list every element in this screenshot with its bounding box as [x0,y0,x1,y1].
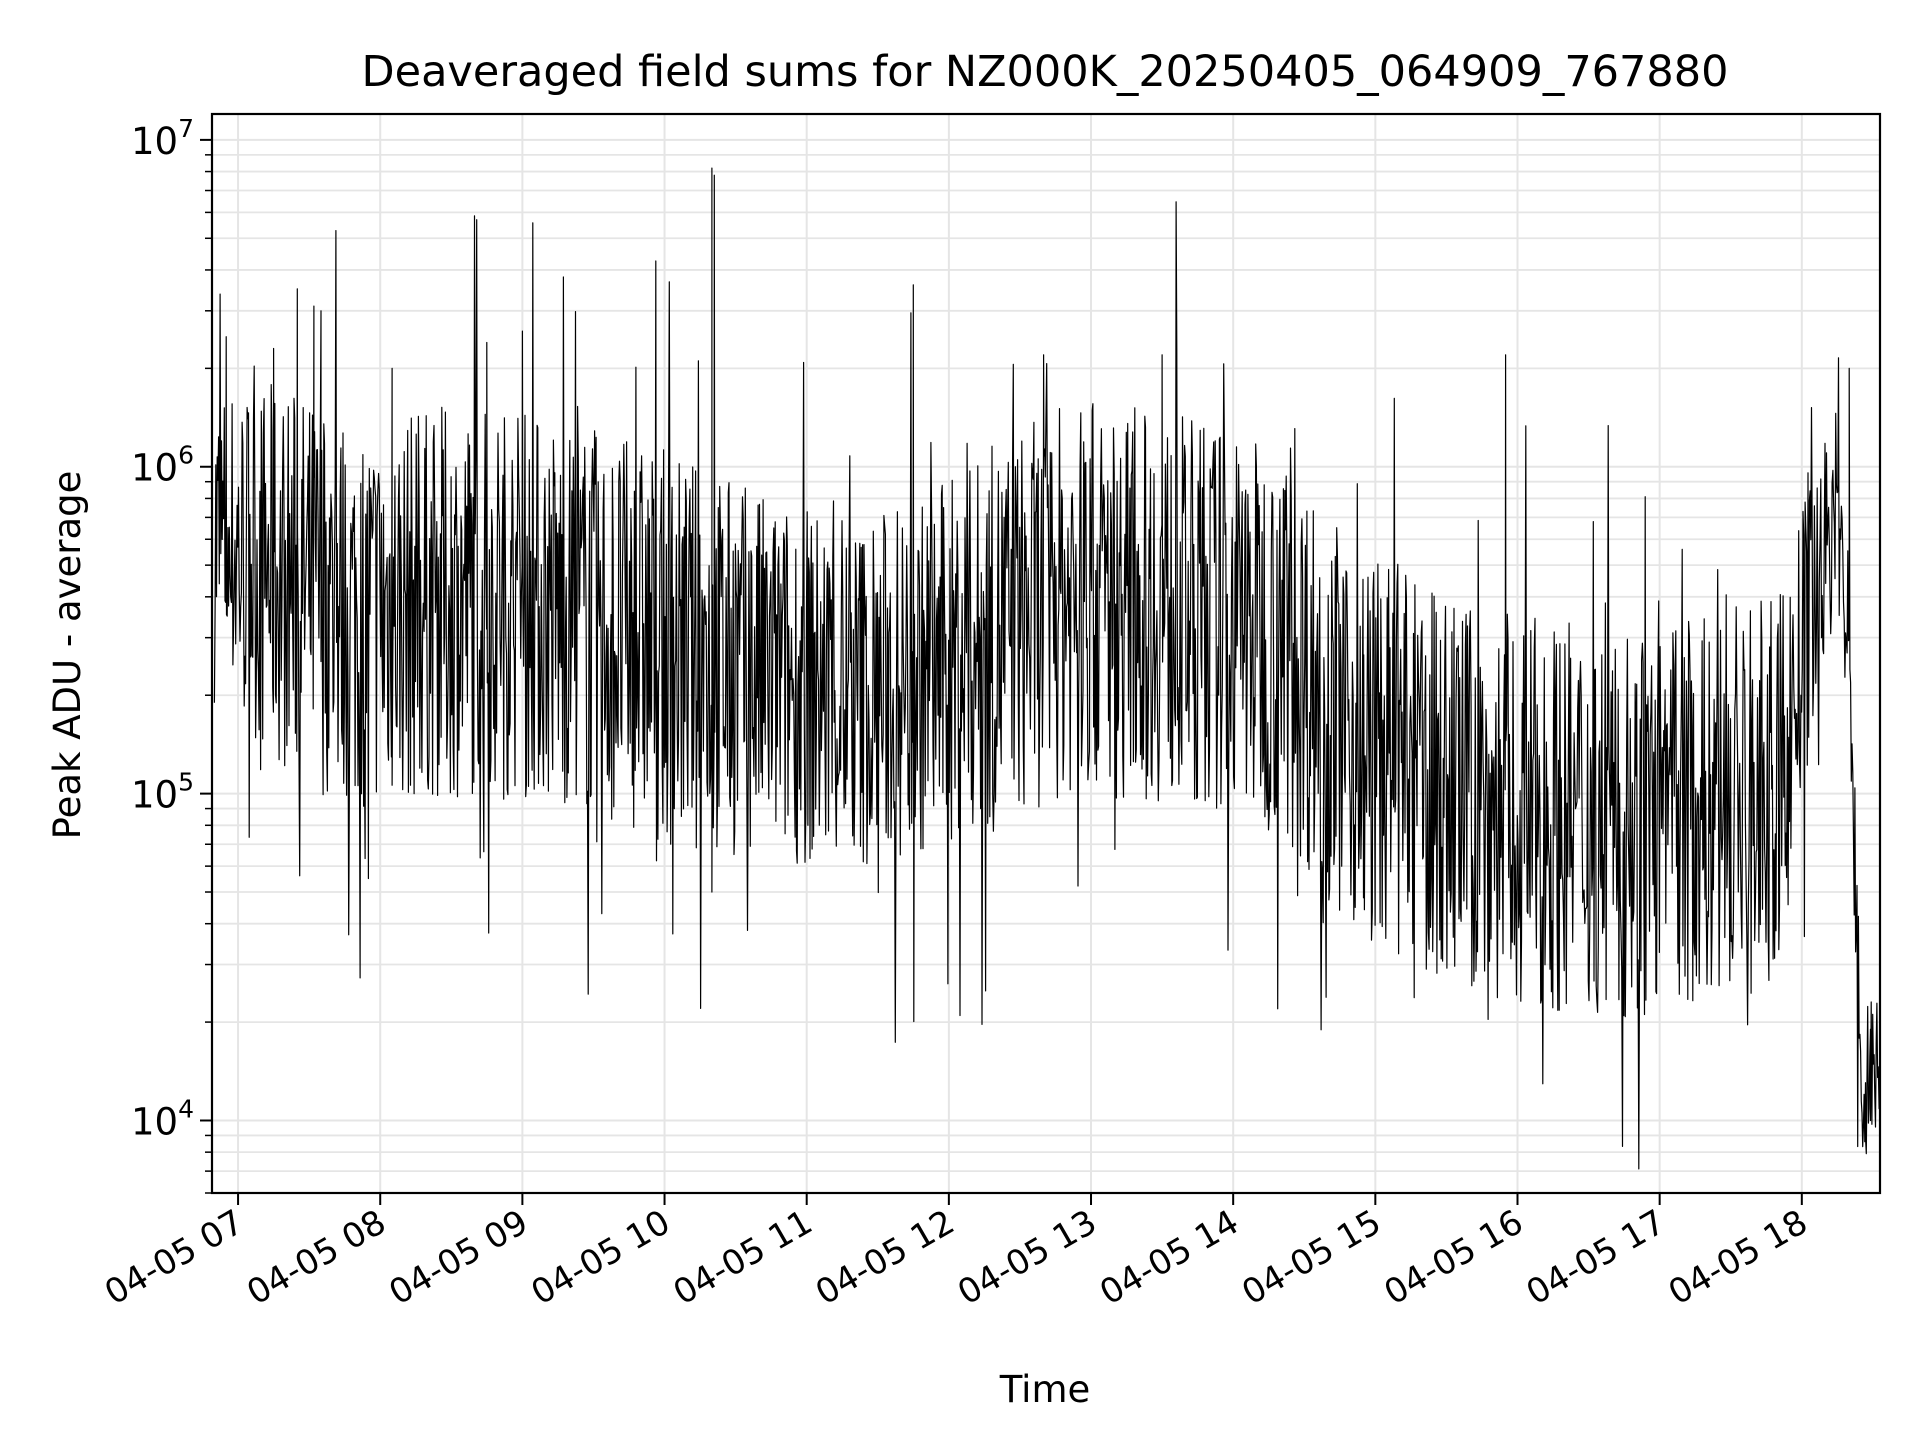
plot-area-frame [210,112,1882,1195]
y-tick-label: 107 [131,114,194,163]
series-layer [213,167,1881,1170]
y-tick-label: 106 [131,441,194,490]
y-axis-ticks: 104 105 106 107 [131,114,212,1194]
y-tick-label: 105 [131,768,194,817]
series-line [213,167,1881,1170]
y-tick-label: 104 [131,1094,194,1143]
y-axis-label: Peak ADU - average [46,471,89,840]
x-axis-label: Time [999,1368,1091,1411]
chart-title: Deaveraged field sums for NZ000K_2025040… [362,47,1729,97]
